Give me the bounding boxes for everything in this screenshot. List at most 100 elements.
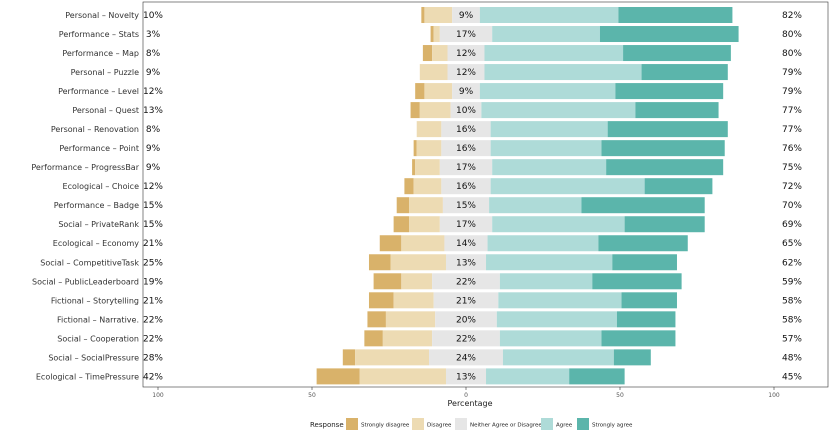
neutral-percent-label: 21% — [456, 296, 476, 306]
bar-segment-strongly-agree — [607, 121, 728, 138]
neutral-percent-label: 14% — [456, 239, 476, 249]
bar-segment-agree — [490, 140, 602, 157]
bar-segment-strongly-agree — [618, 7, 733, 23]
high-percent-label: 79% — [782, 87, 802, 97]
bar-segment-disagree — [382, 330, 433, 347]
neutral-percent-label: 17% — [456, 30, 476, 40]
legend-label: Strongly disagree — [361, 423, 410, 429]
bar-segment-strongly-disagree — [379, 235, 402, 252]
low-percent-label: 21% — [143, 296, 163, 306]
bar-segment-strongly-disagree — [364, 330, 383, 347]
bar-segment-strongly-disagree — [368, 292, 394, 309]
legend-label: Disagree — [427, 423, 452, 429]
item-label: Ecological – TimePressure — [36, 372, 139, 381]
x-tick-label: 100 — [768, 392, 780, 399]
bar-segment-agree — [492, 26, 600, 43]
high-percent-label: 82% — [782, 11, 802, 21]
bar-segment-neutral — [450, 102, 482, 119]
neutral-percent-label: 9% — [459, 11, 474, 21]
bar-segment-strongly-agree — [599, 26, 739, 43]
x-axis-title: Percentage — [447, 399, 492, 408]
bar-segment-neutral — [432, 273, 500, 290]
bar-segment-strongly-agree — [624, 216, 705, 233]
low-percent-label: 21% — [143, 239, 163, 249]
neutral-percent-label: 22% — [456, 334, 476, 344]
bar-segment-strongly-agree — [635, 102, 719, 119]
bar-segment-strongly-agree — [623, 45, 731, 62]
high-percent-label: 80% — [782, 49, 802, 59]
item-label: Ecological – Choice — [63, 182, 140, 191]
item-label: Performance – Badge — [54, 201, 139, 210]
bar-segment-disagree — [419, 102, 451, 119]
bar-segment-strongly-disagree — [316, 368, 360, 385]
low-percent-label: 28% — [143, 353, 163, 363]
item-label: Social – PrivateRank — [58, 220, 139, 229]
low-percent-label: 9% — [146, 163, 161, 173]
item-label: Social – CompetitiveTask — [40, 258, 139, 267]
high-percent-label: 77% — [782, 125, 802, 135]
bar-segment-strongly-disagree — [393, 216, 410, 233]
bar-segment-disagree — [409, 197, 443, 214]
high-percent-label: 62% — [782, 258, 802, 268]
bar-segment-strongly-agree — [615, 83, 724, 100]
low-percent-label: 25% — [143, 258, 163, 268]
bar-segment-strongly-disagree — [421, 7, 425, 23]
bar-segment-neutral — [447, 64, 485, 81]
neutral-percent-label: 10% — [456, 106, 476, 116]
bar-segment-strongly-disagree — [373, 273, 402, 290]
low-percent-label: 12% — [143, 182, 163, 192]
low-percent-label: 12% — [143, 87, 163, 97]
item-label: Personal – Puzzle — [71, 68, 139, 77]
neutral-percent-label: 17% — [456, 220, 476, 230]
item-label: Social – PublicLeaderboard — [32, 277, 139, 286]
bar-segment-strongly-disagree — [342, 349, 356, 366]
low-percent-label: 19% — [143, 277, 163, 287]
item-label: Social – Cooperation — [57, 334, 139, 343]
neutral-percent-label: 24% — [456, 353, 476, 363]
bar-segment-neutral — [447, 45, 485, 62]
bar-segment-neutral — [452, 7, 480, 23]
bar-segment-neutral — [445, 254, 487, 271]
item-label: Fictional – Storytelling — [51, 296, 139, 305]
bar-segment-strongly-agree — [569, 368, 625, 385]
bar-segment-neutral — [441, 140, 491, 157]
bar-segment-strongly-agree — [644, 178, 713, 195]
item-label: Fictional – Narrative. — [57, 315, 139, 324]
item-label: Social – SocialPressure — [48, 353, 139, 362]
neutral-percent-label: 15% — [456, 201, 476, 211]
bar-segment-agree — [484, 45, 624, 62]
item-label: Performance – Map — [62, 49, 139, 58]
item-label: Personal – Novelty — [65, 11, 139, 20]
item-label: Performance – ProgressBar — [31, 163, 139, 172]
bar-segment-agree — [492, 159, 607, 176]
high-percent-label: 65% — [782, 239, 802, 249]
bar-segment-strongly-agree — [606, 159, 724, 176]
high-percent-label: 79% — [782, 68, 802, 78]
bar-segment-agree — [502, 349, 614, 366]
high-percent-label: 59% — [782, 277, 802, 287]
x-axis: 100 50 0 50 100 — [152, 387, 780, 399]
low-percent-label: 42% — [143, 372, 163, 382]
bar-segment-strongly-disagree — [430, 26, 434, 43]
bar-segment-agree — [490, 121, 608, 138]
item-label: Personal – Quest — [72, 106, 139, 115]
bar-segment-agree — [499, 273, 593, 290]
bar-segment-strongly-agree — [601, 330, 676, 347]
neutral-percent-label: 16% — [456, 125, 476, 135]
bar-segment-agree — [499, 330, 602, 347]
high-percent-label: 70% — [782, 201, 802, 211]
bar-segment-agree — [490, 178, 645, 195]
bar-segment-disagree — [424, 83, 453, 100]
low-percent-label: 13% — [143, 106, 163, 116]
neutral-percent-label: 16% — [456, 144, 476, 154]
bar-segment-disagree — [415, 159, 440, 176]
bar-segment-strongly-agree — [613, 349, 651, 366]
high-percent-label: 72% — [782, 182, 802, 192]
bar-segment-strongly-agree — [598, 235, 688, 252]
bar-segment-disagree — [355, 349, 430, 366]
high-percent-label: 58% — [782, 315, 802, 325]
bar-segment-disagree — [432, 45, 448, 62]
legend-label: Strongly agree — [592, 423, 633, 429]
bar-segment-strongly-disagree — [413, 140, 417, 157]
